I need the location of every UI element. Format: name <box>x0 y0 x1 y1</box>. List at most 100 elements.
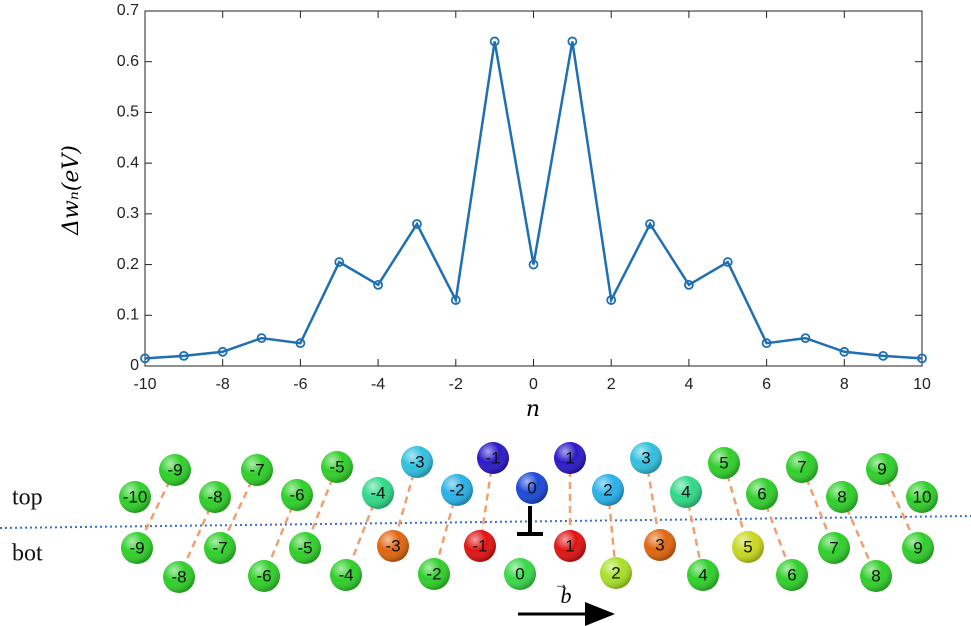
atom-shine <box>401 446 433 478</box>
atom-label: 7 <box>829 538 838 557</box>
data-point <box>256 333 267 344</box>
atom-shine <box>866 453 898 485</box>
x-tick-label: 0 <box>529 376 538 393</box>
data-point <box>567 36 578 47</box>
x-axis-label: n <box>526 397 540 422</box>
atom-label: 0 <box>515 564 524 583</box>
atom-shine <box>746 478 778 510</box>
atom-shine <box>554 442 586 474</box>
atom-shine <box>441 474 473 506</box>
atom-shine <box>241 454 273 486</box>
atom-label: -3 <box>385 536 400 555</box>
atom-label: 5 <box>743 537 752 556</box>
atom-label: 6 <box>787 565 796 584</box>
data-point <box>178 350 189 361</box>
x-tick-label: 10 <box>913 376 931 393</box>
data-point <box>878 350 889 361</box>
atom-label: 2 <box>603 480 612 499</box>
y-tick-label: 0.5 <box>117 104 139 121</box>
data-point <box>334 257 345 267</box>
data-point <box>450 295 461 305</box>
atom-label: 1 <box>565 448 574 467</box>
y-axis-label: Δwₙ(eV) <box>59 145 84 236</box>
atom-shine <box>860 560 892 592</box>
burgers-label: b <box>561 583 572 608</box>
atom-shine <box>418 558 450 590</box>
x-tick-label: 4 <box>684 376 693 393</box>
atom-shine <box>687 559 719 591</box>
atom-shine <box>121 532 153 564</box>
atom-shine <box>464 530 496 562</box>
atom-shine <box>362 477 394 509</box>
slip-plane <box>0 515 971 529</box>
atom-shine <box>670 476 702 508</box>
atom-shine <box>776 559 808 591</box>
data-point <box>800 333 811 344</box>
x-tick-label: 8 <box>840 376 849 393</box>
atom-shine <box>281 479 313 511</box>
atom-label: -6 <box>289 485 304 504</box>
x-tick-label: 2 <box>607 376 616 393</box>
atom-label: -8 <box>207 487 222 506</box>
y-tick-label: 0 <box>130 357 139 374</box>
data-point <box>722 257 733 267</box>
atom-shine <box>902 532 934 564</box>
atom-shine <box>289 532 321 564</box>
atom-label: 2 <box>611 563 620 582</box>
atom-shine <box>600 557 632 589</box>
vector-arrow: → <box>554 576 568 592</box>
x-tick-label: -2 <box>449 376 463 393</box>
atom-shine <box>554 530 586 562</box>
data-point <box>684 279 694 290</box>
atom-label: -3 <box>409 452 424 471</box>
y-tick-label: 0.7 <box>117 2 139 19</box>
atom-shine <box>159 454 191 486</box>
atom-label: 4 <box>681 482 690 501</box>
atom-shine <box>204 532 236 564</box>
y-tick-label: 0.2 <box>117 256 139 273</box>
atom-label: 5 <box>719 453 728 472</box>
data-point <box>217 346 228 357</box>
data-point <box>140 353 150 364</box>
atom-shine <box>119 481 151 513</box>
data-point <box>645 219 655 229</box>
data-point <box>295 338 306 349</box>
atom-shine <box>516 472 548 504</box>
row-label: bot <box>12 541 43 567</box>
data-point <box>489 36 500 47</box>
row-label: top <box>12 485 43 511</box>
x-tick-label: 6 <box>762 376 771 393</box>
atom-label: -7 <box>212 538 227 557</box>
atom-shine <box>377 530 409 562</box>
atom-label: -2 <box>449 480 464 499</box>
data-point <box>528 259 539 270</box>
atom-label: -7 <box>249 460 264 479</box>
atom-shine <box>786 451 818 483</box>
atom-label: 8 <box>871 566 880 585</box>
atom-shine <box>732 531 764 563</box>
atom-label: -1 <box>485 448 500 467</box>
x-tick-label: -6 <box>293 376 307 393</box>
atom-label: -8 <box>171 567 186 586</box>
atom-shine <box>330 559 362 591</box>
atom-shine <box>818 532 850 564</box>
data-point <box>761 338 772 349</box>
y-tick-label: 0.4 <box>117 154 139 171</box>
atom-label: -4 <box>370 483 385 502</box>
atom-label: -1 <box>472 536 487 555</box>
atom-shine <box>644 529 676 561</box>
atom-shine <box>504 558 536 590</box>
atom-label: 8 <box>837 487 846 506</box>
atom-shine <box>906 481 938 513</box>
y-tick-label: 0.3 <box>117 205 139 222</box>
data-line <box>144 41 923 360</box>
atom-label: -5 <box>297 538 312 557</box>
atom-label: -6 <box>256 566 271 585</box>
atom-shine <box>592 474 624 506</box>
x-tick-label: -4 <box>371 376 385 393</box>
atom-shine <box>708 447 740 479</box>
atom-label: 0 <box>527 478 536 497</box>
atom-label: -9 <box>129 538 144 557</box>
atom-label: 1 <box>565 536 574 555</box>
